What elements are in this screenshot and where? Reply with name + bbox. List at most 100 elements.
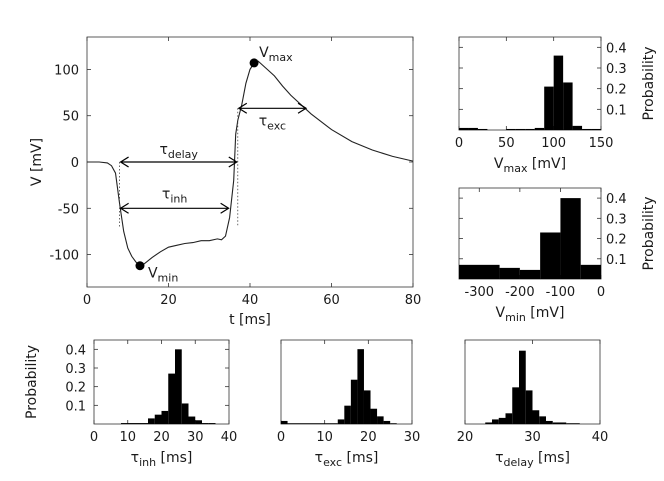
histogram-bar xyxy=(540,232,561,279)
histogram-bar xyxy=(383,420,391,424)
histogram-bar xyxy=(544,86,554,130)
histogram-bar xyxy=(134,423,148,424)
x-tick-label: 30 xyxy=(187,430,204,445)
histogram-bar xyxy=(559,422,567,424)
x-axis-label: τinh [ms] xyxy=(131,450,193,469)
vmax-marker xyxy=(249,58,259,68)
y-tick-label: 0 xyxy=(71,156,79,171)
histogram-bar xyxy=(553,55,564,130)
histogram-bar xyxy=(121,423,135,424)
y-tick-label: 0.2 xyxy=(606,83,627,98)
x-tick-label: 0 xyxy=(277,430,285,445)
tau-delay-arrow-head-left xyxy=(119,156,129,168)
y-tick-label: 0.4 xyxy=(65,343,86,358)
x-axis-label: Vmin [mV] xyxy=(496,305,565,324)
histogram-bar xyxy=(390,423,397,424)
x-tick-label: 30 xyxy=(404,430,421,445)
voltage-trace xyxy=(87,60,414,267)
y-tick-label: 0.2 xyxy=(606,233,627,248)
histogram-bar xyxy=(377,416,384,424)
y-tick-label: 0.1 xyxy=(65,399,86,414)
x-tick-label: 0 xyxy=(597,285,605,300)
y-tick-label: 0.1 xyxy=(606,103,627,118)
histogram-bar xyxy=(370,408,378,424)
histogram-bar xyxy=(525,390,533,424)
histogram-bar xyxy=(148,418,155,424)
histogram-bar xyxy=(519,350,526,424)
tau-inh-hist-panel: 0 10 20 30 40 0.1 0.2 0.3 0.4 τinh [ms] Probabilit… xyxy=(24,339,238,469)
tau-exc-label: τexc xyxy=(259,113,286,132)
histogram-bar xyxy=(492,419,499,424)
y-tick-label: 100 xyxy=(54,63,79,78)
x-axis-label: Vmax [mV] xyxy=(494,156,566,175)
histogram-bar xyxy=(188,416,196,424)
histogram-bar xyxy=(344,405,351,424)
x-tick-label: 150 xyxy=(589,136,614,151)
histogram-bar xyxy=(582,128,592,130)
histogram-bar xyxy=(477,128,488,130)
histogram-bar xyxy=(459,264,500,279)
y-axis-label: Probability xyxy=(641,46,657,120)
histogram-bar xyxy=(202,423,209,424)
histogram-bar xyxy=(573,423,580,424)
histogram-bar xyxy=(563,82,573,130)
y-tick-label: 0.2 xyxy=(65,381,86,396)
histogram-bar xyxy=(591,128,601,130)
y-tick-label: -50 xyxy=(58,202,79,217)
x-tick-label: -100 xyxy=(546,285,576,300)
histogram-bar xyxy=(505,413,513,424)
histogram-bar xyxy=(580,264,601,279)
histogram-bar xyxy=(468,127,478,130)
y-axis-label: Probability xyxy=(24,345,40,419)
y-tick-label: 0.3 xyxy=(606,62,627,77)
x-tick-label: 40 xyxy=(221,430,238,445)
x-tick-label: 0 xyxy=(83,293,91,308)
histogram-bar xyxy=(525,128,535,130)
tau-inh-label: τinh xyxy=(162,186,187,205)
x-tick-label: 10 xyxy=(316,430,333,445)
x-axis-label: t [ms] xyxy=(229,312,271,328)
x-tick-label: 20 xyxy=(457,430,474,445)
vmin-hist-panel: -300 -200 -100 0 0.1 0.2 0.3 0.4 Vmin [mV] Probab… xyxy=(458,187,657,324)
tau-delay-hist-panel: 20 30 40 τdelay [ms] xyxy=(457,339,608,469)
x-tick-label: -200 xyxy=(505,285,535,300)
x-tick-label: 40 xyxy=(242,293,259,308)
y-axis-label: Probability xyxy=(641,196,657,270)
histogram-bar xyxy=(281,420,288,424)
x-tick-label: 30 xyxy=(524,430,541,445)
histogram-bar xyxy=(532,410,540,424)
y-tick-label: 50 xyxy=(62,110,79,125)
y-tick-label: 0.1 xyxy=(606,253,627,268)
y-tick-label: 0.4 xyxy=(606,41,627,56)
histogram-bar xyxy=(566,423,573,424)
histogram-bar xyxy=(337,419,345,424)
histogram-bar xyxy=(534,127,545,130)
histogram-bar xyxy=(506,128,516,130)
tau-inh-arrow-head-right xyxy=(220,202,230,214)
histogram-bar xyxy=(195,420,202,424)
x-tick-label: 10 xyxy=(119,430,136,445)
histogram-bar xyxy=(498,417,506,424)
x-tick-label: 100 xyxy=(541,136,566,151)
histogram-bar xyxy=(572,125,583,130)
x-tick-label: -300 xyxy=(465,285,495,300)
x-tick-label: 60 xyxy=(323,293,340,308)
x-tick-label: 20 xyxy=(360,430,377,445)
tau-delay-arrow-head-right xyxy=(228,156,238,168)
histogram-bar xyxy=(546,420,553,424)
histogram-bar xyxy=(519,269,541,279)
y-tick-label: 0.4 xyxy=(606,192,627,207)
axes-frame xyxy=(458,36,602,131)
histogram-bar xyxy=(560,198,581,279)
histogram-bar xyxy=(181,403,189,424)
tau-exc-arrow-head-right xyxy=(297,102,308,114)
histogram-bar xyxy=(154,414,162,424)
x-tick-label: 20 xyxy=(153,430,170,445)
tau-exc-arrow-head-left xyxy=(237,102,248,114)
x-tick-label: 80 xyxy=(405,293,422,308)
histogram-bar xyxy=(287,423,338,424)
histogram-bar xyxy=(499,267,520,279)
x-axis-label: τexc [ms] xyxy=(315,450,379,469)
